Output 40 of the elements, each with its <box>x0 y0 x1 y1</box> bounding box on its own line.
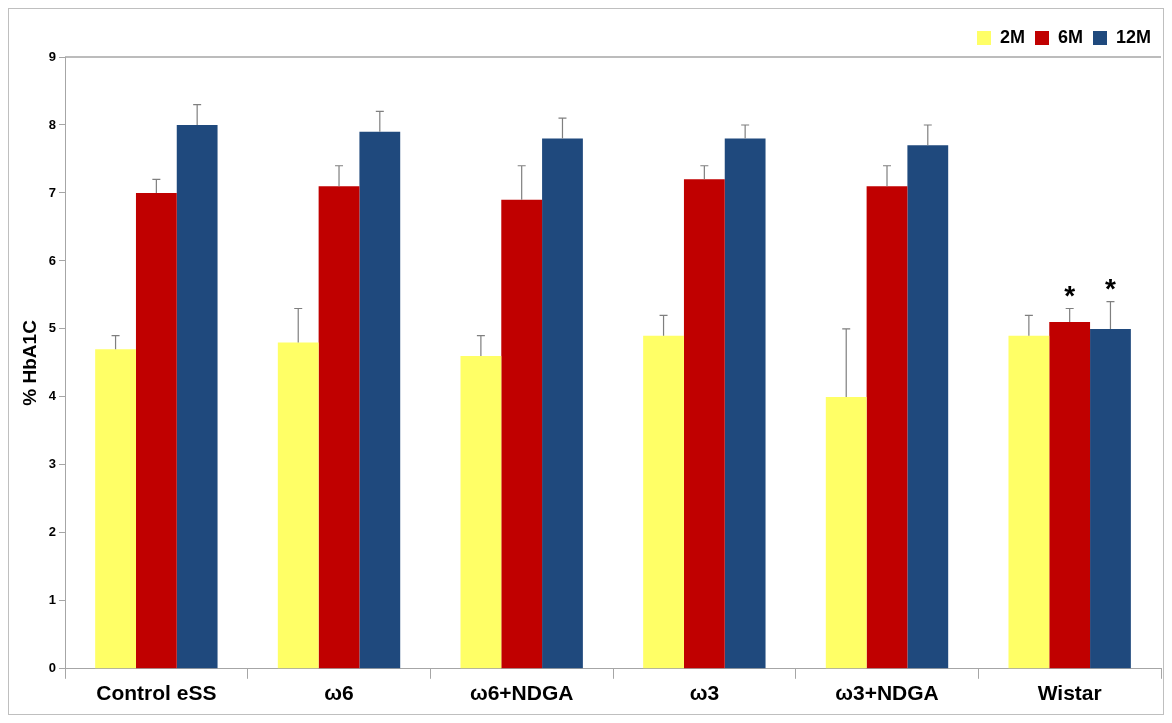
bar <box>318 186 360 669</box>
y-tick-label: 9 <box>48 48 57 64</box>
bar <box>724 138 766 669</box>
bar <box>1090 328 1131 669</box>
y-tick-label: 4 <box>48 388 57 404</box>
legend-label: 6M <box>1057 26 1083 47</box>
x-tick-label: Wistar <box>1037 681 1102 705</box>
y-axis-title: % HbA1C <box>18 319 40 406</box>
bar <box>542 138 583 669</box>
x-tick-label: ω6 <box>324 681 354 705</box>
data-label: * <box>1105 272 1117 304</box>
bar <box>643 335 684 669</box>
bar <box>359 131 401 669</box>
bar <box>1008 335 1050 669</box>
bar <box>907 145 949 669</box>
y-tick-label: 8 <box>48 116 57 132</box>
bar <box>501 199 543 669</box>
bar <box>1049 322 1091 669</box>
legend-label: 12M <box>1115 26 1151 47</box>
bar <box>866 186 908 669</box>
y-tick-label: 3 <box>48 456 57 472</box>
bar <box>176 124 218 669</box>
bar <box>135 192 177 669</box>
y-tick-label: 2 <box>48 524 57 540</box>
y-tick-label: 5 <box>48 320 57 336</box>
y-tick-label: 7 <box>48 184 57 200</box>
y-tick-label: 6 <box>48 252 57 268</box>
x-tick-label: Control eSS <box>96 681 217 705</box>
bar <box>825 396 867 669</box>
legend-label: 2M <box>999 26 1025 47</box>
data-label: * <box>1064 279 1076 311</box>
bar <box>277 342 319 669</box>
x-tick-label: ω3 <box>689 681 720 705</box>
bar <box>95 349 136 669</box>
x-tick-label: ω3+NDGA <box>835 681 939 705</box>
bar <box>683 179 725 669</box>
y-tick-label: 0 <box>48 660 57 676</box>
y-tick-label: 1 <box>48 592 57 608</box>
bar <box>460 356 502 669</box>
x-tick-label: ω6+NDGA <box>469 681 574 705</box>
